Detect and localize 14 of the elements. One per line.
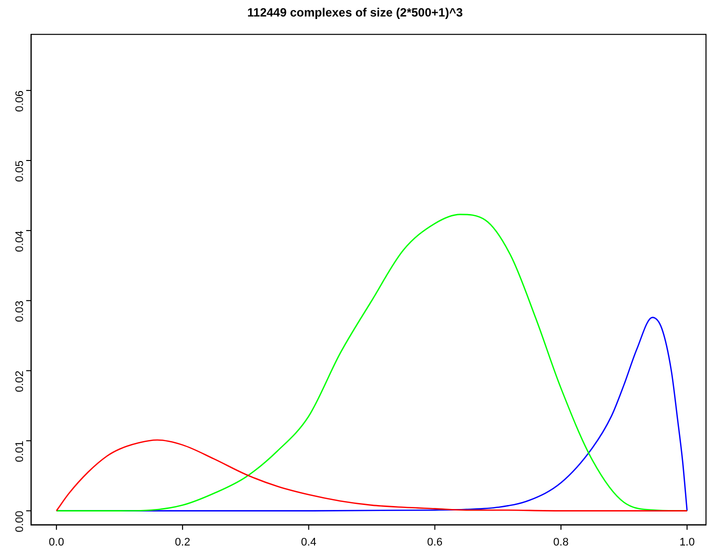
x-tick-label: 0.6	[427, 536, 442, 548]
y-tick-label: 0.06	[14, 90, 26, 112]
x-tick-label: 1.0	[679, 536, 695, 548]
x-tick-label: 0.2	[174, 536, 190, 548]
y-tick-label: 0.00	[14, 510, 26, 532]
chart-title: 112449 complexes of size (2*500+1)^3	[247, 6, 464, 20]
x-tick-label: 0.8	[553, 536, 569, 548]
y-tick-label: 0.05	[14, 160, 26, 182]
y-tick-label: 0.01	[14, 440, 26, 462]
y-tick-label: 0.02	[14, 370, 26, 392]
y-tick-label: 0.04	[14, 230, 26, 252]
x-tick-label: 0.0	[48, 536, 64, 548]
y-tick-label: 0.03	[14, 300, 26, 322]
x-tick-label: 0.4	[301, 536, 316, 548]
